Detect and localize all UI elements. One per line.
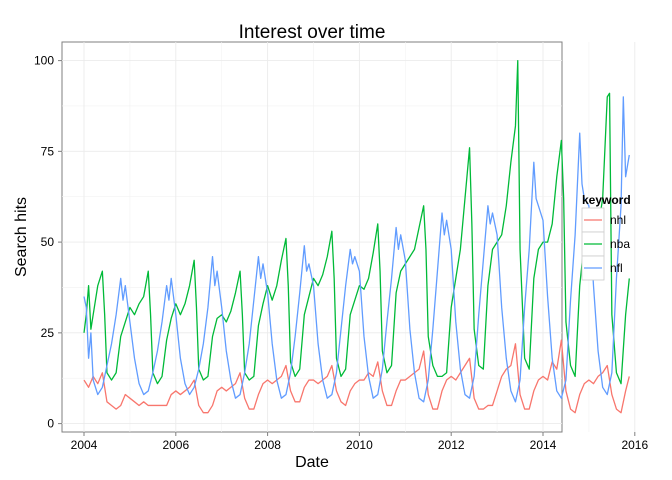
y-axis-title: Search hits — [13, 197, 30, 277]
legend-title: keyword — [582, 193, 631, 207]
plot-panel — [61, 41, 563, 433]
legend-label-nfl: nfl — [610, 261, 623, 275]
series-line-nba — [83, 59, 630, 385]
axis-ticks: 2004 2006 2008 2010 2012 2014 2016 0 25 50 75 100 — [34, 54, 649, 452]
x-axis-title: Date — [295, 454, 329, 471]
y-tick-label: 0 — [47, 417, 54, 431]
series-line-nhl — [83, 339, 630, 414]
x-tick-label: 2008 — [254, 438, 281, 452]
grid — [62, 42, 636, 432]
x-tick-label: 2014 — [530, 438, 557, 452]
x-tick-label: 2016 — [621, 438, 648, 452]
legend-keys: nhl nba nfl — [581, 207, 630, 281]
series-line-nfl — [83, 96, 630, 403]
x-tick-label: 2006 — [162, 438, 189, 452]
y-tick-label: 50 — [41, 235, 55, 249]
x-tick-label: 2010 — [346, 438, 373, 452]
x-tick-label: 2012 — [438, 438, 465, 452]
legend-label-nba: nba — [610, 237, 630, 251]
y-tick-label: 100 — [34, 54, 54, 68]
y-tick-label: 25 — [41, 326, 55, 340]
legend-label-nhl: nhl — [610, 213, 626, 227]
chart-title: Interest over time — [239, 22, 386, 43]
legend: keyword nhl nba nfl — [581, 193, 631, 281]
series-layer — [83, 59, 630, 414]
x-tick-label: 2004 — [71, 438, 98, 452]
y-tick-label: 75 — [41, 144, 55, 158]
